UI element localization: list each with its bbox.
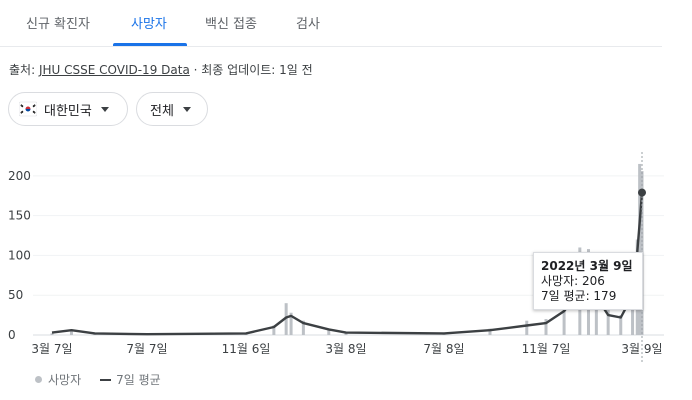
legend-line-label: 7일 평균: [116, 373, 161, 387]
tab-bar: 신규 확진자 사망자 백신 접종 검사: [0, 0, 662, 47]
x-tick-label: 11월 7일: [522, 342, 571, 356]
tab-tests[interactable]: 검사: [296, 17, 320, 32]
south-korea-flag-icon: [19, 101, 37, 117]
death-bar: [284, 303, 288, 335]
y-tick-label: 150: [8, 209, 31, 223]
x-tick-label: 3월 7일: [31, 342, 72, 356]
source-link[interactable]: JHU CSSE COVID-19 Data: [38, 63, 190, 77]
y-tick-label: 100: [8, 248, 31, 262]
x-tick-label: 3월 9일: [621, 342, 662, 356]
y-tick-label: 50: [8, 288, 23, 302]
y-tick-label: 0: [8, 328, 16, 342]
tooltip-date: 2022년 3월 9일: [541, 259, 633, 273]
source-line: 출처: JHU CSSE COVID-19 Data · 최종 업데이트: 1일…: [9, 61, 313, 78]
death-bar: [289, 312, 293, 335]
range-selector[interactable]: 전체: [136, 92, 208, 126]
death-bar: [69, 329, 73, 335]
death-bar: [606, 307, 610, 335]
death-bar: [301, 320, 305, 335]
y-tick-label: 200: [8, 169, 31, 183]
death-bar: [638, 163, 642, 335]
death-bar: [327, 328, 331, 335]
tab-deaths[interactable]: 사망자: [131, 17, 167, 32]
death-bar: [488, 328, 492, 335]
source-prefix: 출처:: [9, 63, 39, 77]
country-selector[interactable]: 대한민국: [8, 92, 128, 126]
avg-line: [51, 192, 644, 336]
death-bar: [525, 320, 529, 335]
death-bar: [544, 319, 548, 335]
x-tick-label: 11월 6일: [222, 342, 271, 356]
tooltip-avg: 7일 평균: 179: [541, 289, 617, 303]
chart-tooltip: 2022년 3월 9일 사망자: 206 7일 평균: 179: [533, 252, 643, 310]
legend-bars-label: 사망자: [48, 373, 82, 387]
range-label: 전체: [150, 103, 174, 119]
death-bar: [562, 303, 566, 335]
country-label: 대한민국: [44, 103, 92, 119]
active-tab-indicator: [113, 43, 187, 46]
death-bar: [272, 325, 276, 335]
x-tick-label: 7월 8일: [423, 342, 464, 356]
x-tick-label: 3월 8일: [325, 342, 366, 356]
chevron-down-icon: [100, 106, 109, 112]
death-bar: [594, 287, 598, 335]
chevron-down-icon: [182, 106, 191, 112]
legend-line-swatch: [100, 378, 112, 381]
legend-bars-swatch: [35, 376, 42, 383]
last-updated: · 최종 업데이트: 1일 전: [189, 63, 313, 77]
x-tick-label: 7월 7일: [126, 342, 167, 356]
tooltip-deaths: 사망자: 206: [541, 274, 605, 288]
death-bar: [50, 333, 54, 335]
hover-point: [638, 188, 646, 197]
tab-new-cases[interactable]: 신규 확진자: [26, 17, 90, 32]
death-bar: [619, 315, 623, 335]
chart-legend: 사망자 7일 평균: [35, 371, 161, 388]
tab-vaccinations[interactable]: 백신 접종: [205, 17, 257, 32]
